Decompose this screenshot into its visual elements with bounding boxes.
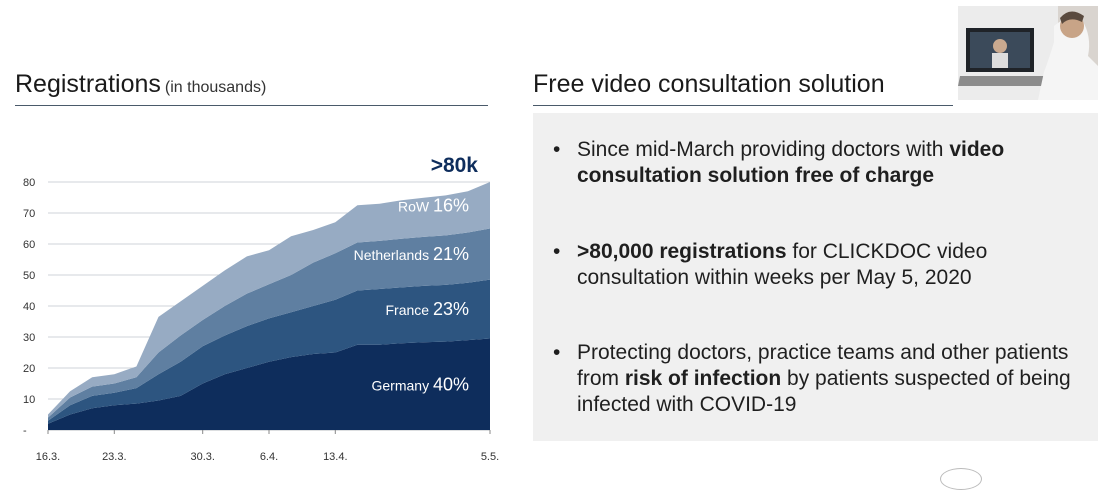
- series-share: 16%: [433, 195, 469, 215]
- bullet-dot: •: [553, 341, 561, 364]
- bullet-dot: •: [553, 138, 561, 161]
- series-share: 21%: [433, 244, 469, 264]
- y-tick-label: 30: [23, 332, 35, 344]
- bullet-text: for CLICKDOC video consultation within w…: [577, 240, 988, 289]
- decorative-arc: [940, 468, 982, 490]
- series-label-netherlands: Netherlands 21%: [354, 244, 469, 264]
- bullet-emphasis: video consultation solution free of char…: [577, 138, 1005, 187]
- bullet-text: Protecting doctors, practice teams and o…: [577, 341, 1069, 390]
- area-france: [48, 279, 490, 424]
- chart-labels: - 10 20 30 40 50 60 70 80 16.3. 23.3. 30.3. 6.4. 13.4…: [23, 154, 499, 463]
- area-row: [48, 182, 490, 418]
- area-germany: [48, 338, 490, 430]
- doctor-video-call-photo: [958, 6, 1098, 100]
- total-label: >80k: [431, 154, 479, 177]
- right-title-rule: [533, 105, 953, 106]
- bullet-protection: • Protecting doctors, practice teams and…: [553, 340, 1073, 418]
- y-tick-label: 10: [23, 394, 35, 406]
- series-name: Germany: [372, 377, 433, 393]
- registrations-area-chart: - 10 20 30 40 50 60 70 80 16.3. 23.3. 30.3. 6.4. 13.4…: [23, 154, 499, 463]
- y-tick-label: 50: [23, 270, 35, 282]
- x-tick-label: 13.4.: [323, 451, 347, 463]
- bullet-emphasis: risk of infection: [624, 367, 782, 390]
- registrations-title: Registrations (in thousands): [15, 70, 266, 99]
- title-subtitle: (in thousands): [164, 79, 267, 96]
- video-consultation-title: Free video consultation solution: [533, 70, 885, 98]
- x-tick-label: 23.3.: [102, 451, 126, 463]
- bullet-text: by patients suspected of being infected …: [577, 367, 1071, 416]
- series-share: 40%: [433, 374, 469, 394]
- y-tick-label: -: [23, 425, 27, 437]
- chart-areas: [48, 182, 490, 430]
- y-tick-label: 20: [23, 363, 35, 375]
- title-main: Registrations: [15, 70, 161, 98]
- bullet-dot: •: [553, 240, 561, 263]
- x-tick-label: 5.5.: [481, 451, 499, 463]
- y-tick-label: 40: [23, 301, 35, 313]
- info-panel: • Since mid-March providing doctors with…: [533, 113, 1098, 441]
- series-name: Netherlands: [354, 247, 433, 263]
- bullet-free-solution: • Since mid-March providing doctors with…: [553, 137, 1073, 189]
- series-label-row: RoW 16%: [398, 195, 469, 215]
- series-label-germany: Germany 40%: [372, 374, 470, 394]
- y-tick-label: 80: [23, 177, 35, 189]
- x-tick-label: 16.3.: [36, 451, 60, 463]
- left-title-rule: [15, 105, 488, 106]
- series-share: 23%: [433, 299, 469, 319]
- x-tick-label: 6.4.: [260, 451, 278, 463]
- area-netherlands: [48, 228, 490, 421]
- series-name: France: [386, 302, 433, 318]
- y-tick-label: 60: [23, 239, 35, 251]
- bullet-text: Since mid-March providing doctors with: [577, 138, 950, 161]
- x-tick-label: 30.3.: [190, 451, 214, 463]
- bullet-emphasis: >80,000 registrations: [577, 240, 787, 263]
- bullet-registrations: • >80,000 registrations for CLICKDOC vid…: [553, 239, 1073, 291]
- y-tick-label: 70: [23, 208, 35, 220]
- series-name: RoW: [398, 198, 433, 214]
- series-label-france: France 23%: [386, 299, 470, 319]
